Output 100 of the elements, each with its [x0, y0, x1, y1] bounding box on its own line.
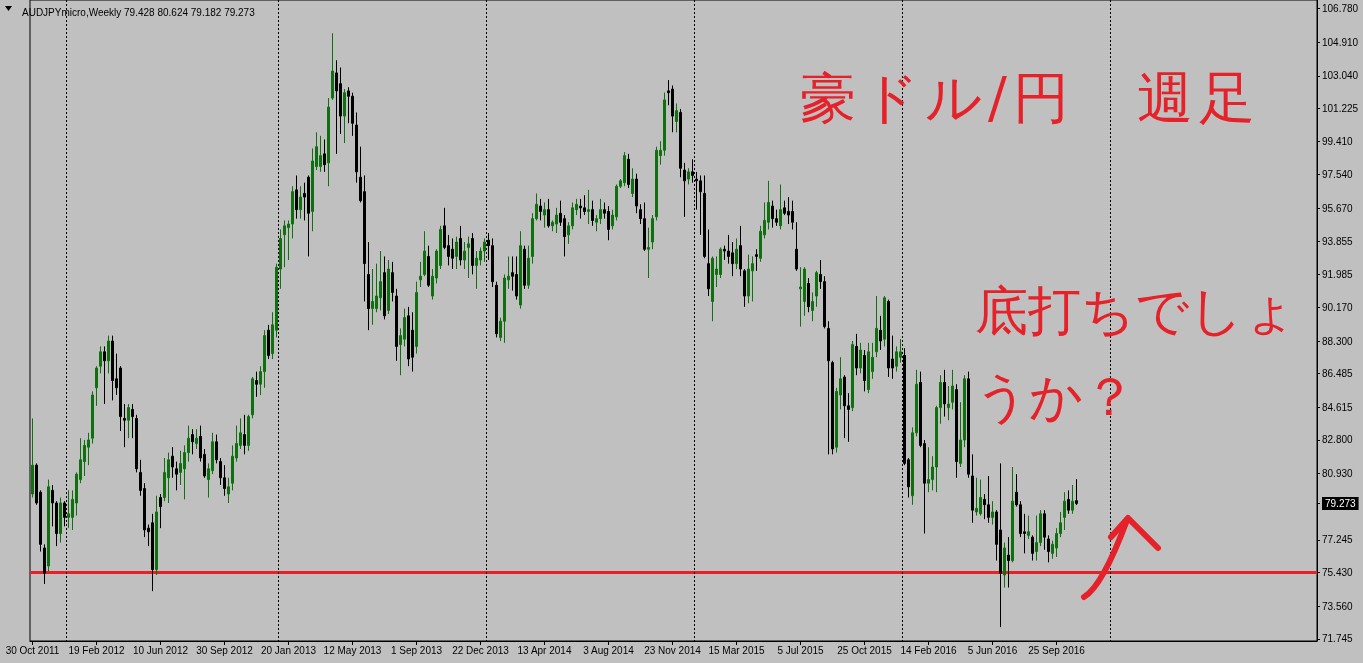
candlestick — [947, 385, 950, 421]
candlestick — [815, 270, 818, 308]
candlestick — [999, 462, 1002, 628]
candlestick — [323, 138, 326, 173]
y-tick-label: 95.670 — [1322, 202, 1354, 214]
candlestick — [463, 241, 466, 270]
candlestick — [579, 198, 582, 220]
candlestick — [747, 254, 750, 304]
candlestick — [987, 475, 990, 524]
candlestick — [195, 428, 198, 450]
y-tick-label: 79.273 — [1325, 498, 1357, 510]
y-tick-label: 75.430 — [1322, 567, 1354, 579]
candlestick — [555, 207, 558, 234]
x-tick-label: 1 Sep 2013 — [390, 644, 443, 656]
y-tick-label: 104.910 — [1322, 36, 1359, 48]
candlestick — [951, 369, 954, 410]
candlestick — [523, 245, 526, 290]
candlestick — [171, 446, 174, 479]
candlestick — [355, 111, 358, 184]
x-tick-label: 30 Oct 2011 — [5, 644, 60, 656]
candlestick — [583, 194, 586, 216]
candlestick — [675, 102, 678, 133]
candlestick — [1071, 484, 1074, 515]
candlestick — [967, 371, 970, 479]
x-tick-label: 25 Oct 2015 — [837, 644, 893, 656]
candlestick — [343, 88, 346, 144]
candlestick — [175, 461, 178, 491]
candlestick — [843, 374, 846, 439]
candlestick — [371, 268, 374, 326]
candlestick — [787, 196, 790, 225]
candlestick — [163, 457, 166, 502]
candlestick — [671, 84, 674, 133]
candlestick — [683, 162, 686, 218]
y-tick-label: 99.410 — [1322, 135, 1354, 147]
candlestick — [527, 245, 530, 290]
candlestick — [743, 268, 746, 308]
y-tick-label: 103.040 — [1322, 70, 1359, 82]
candlestick — [387, 259, 390, 315]
x-tick-label: 15 Mar 2015 — [708, 644, 766, 656]
candlestick — [791, 200, 794, 230]
candlestick — [415, 281, 418, 355]
candlestick — [411, 311, 414, 373]
candlestick — [679, 108, 682, 178]
candlestick — [167, 452, 170, 504]
y-tick-label: 73.560 — [1322, 600, 1354, 612]
y-tick-label: 80.930 — [1322, 468, 1354, 480]
candlestick — [699, 174, 702, 236]
y-tick-label: 82.800 — [1322, 434, 1354, 446]
candlestick — [627, 153, 630, 189]
y-tick-label: 91.985 — [1322, 269, 1354, 281]
candlestick — [459, 225, 462, 266]
candlestick — [751, 255, 754, 302]
x-tick-label: 12 May 2013 — [323, 644, 382, 656]
candlestick — [1011, 466, 1014, 563]
candlestick — [67, 489, 70, 529]
candlestick — [495, 281, 498, 338]
candlestick — [547, 198, 550, 229]
candlestick — [1067, 489, 1070, 515]
candlestick — [251, 376, 254, 419]
candlestick — [423, 230, 426, 277]
y-tick-label: 93.855 — [1322, 235, 1354, 247]
candlestick — [243, 414, 246, 455]
candlestick — [543, 201, 546, 229]
candlestick — [927, 446, 930, 493]
x-tick-label: 25 Sep 2016 — [1028, 644, 1086, 656]
candlestick — [379, 250, 382, 311]
candlestick — [267, 324, 270, 360]
candlestick — [99, 345, 102, 374]
candlestick — [831, 360, 834, 455]
candlestick — [1047, 534, 1050, 563]
candlestick — [215, 434, 218, 464]
candlestick — [651, 214, 654, 250]
candlestick — [867, 342, 870, 394]
candlestick — [779, 183, 782, 230]
x-tick-label: 19 Feb 2012 — [68, 644, 126, 656]
candlestick — [1003, 542, 1006, 589]
y-tick-label: 97.540 — [1322, 169, 1354, 181]
candlestick — [807, 277, 810, 313]
x-tick-label: 5 Jun 2016 — [967, 644, 1018, 656]
candlestick — [191, 428, 194, 455]
x-tick-label: 22 Dec 2013 — [452, 644, 510, 656]
candlestick — [283, 219, 286, 268]
candlestick — [539, 198, 542, 221]
candlestick — [799, 266, 802, 328]
candlestick — [331, 32, 334, 101]
candlestick — [295, 174, 298, 220]
candlestick — [155, 495, 158, 576]
candlestick — [859, 342, 862, 374]
x-tick-label: 23 Nov 2014 — [644, 644, 702, 656]
candlestick — [299, 185, 302, 220]
candlestick — [631, 167, 634, 198]
candlestick — [1031, 534, 1034, 562]
candlestick — [31, 417, 34, 499]
candlestick — [1007, 536, 1010, 589]
candlestick — [319, 135, 322, 173]
candlestick — [391, 261, 394, 302]
x-tick-label: 30 Sep 2012 — [196, 644, 254, 656]
x-tick-label: 13 Apr 2014 — [517, 644, 572, 656]
y-tick-label: 101.225 — [1322, 102, 1359, 114]
candlestick — [131, 403, 134, 439]
